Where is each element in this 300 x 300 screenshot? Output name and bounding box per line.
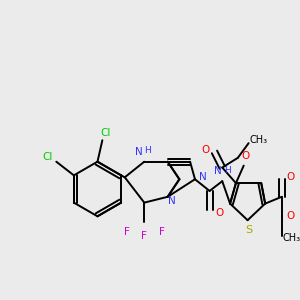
Text: N: N — [168, 196, 176, 206]
Text: H: H — [224, 166, 230, 175]
Text: N: N — [199, 172, 207, 182]
Text: F: F — [124, 227, 130, 237]
Text: O: O — [202, 145, 210, 155]
Text: O: O — [242, 151, 250, 161]
Text: Cl: Cl — [42, 152, 53, 162]
Text: O: O — [286, 211, 295, 221]
Text: O: O — [215, 208, 224, 218]
Text: F: F — [141, 231, 147, 241]
Text: H: H — [144, 146, 151, 155]
Text: CH₃: CH₃ — [282, 233, 300, 243]
Text: N: N — [135, 147, 142, 157]
Text: F: F — [159, 227, 165, 237]
Text: O: O — [286, 172, 295, 182]
Text: N: N — [214, 167, 222, 176]
Text: S: S — [245, 225, 252, 235]
Text: Cl: Cl — [100, 128, 110, 138]
Text: CH₃: CH₃ — [249, 135, 267, 145]
